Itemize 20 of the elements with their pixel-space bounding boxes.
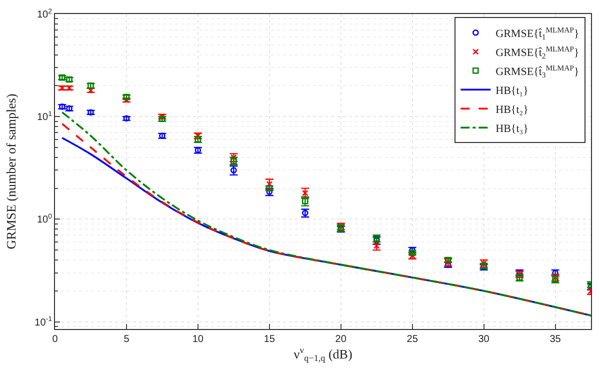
y-tick-label: 10$^{-1}$ <box>34 316 52 328</box>
y-tick-label: 10$^{1}$ <box>36 110 52 124</box>
x-tick-label: 35 <box>550 334 562 345</box>
x-tick-label: 30 <box>478 334 490 345</box>
legend-label: HB{t₃} <box>496 122 528 135</box>
x-tick-label: 10 <box>192 334 204 345</box>
legend-label: GRMSE{t̂$_{2}$$^{MLMAP}$} <box>496 44 580 60</box>
x-tick-label: 20 <box>335 334 347 345</box>
y-axis-title: GRMSE (number of samples) <box>4 94 19 250</box>
x-tick-label: 0 <box>52 334 58 345</box>
x-tick-label: 15 <box>264 334 276 345</box>
x-axis-title: ν$^{v}$$_{q−1,q}$ (dB) <box>294 345 352 364</box>
legend-label: GRMSE{t̂$_{3}$$^{MLMAP}$} <box>496 63 580 80</box>
x-tick-label: 25 <box>406 334 418 345</box>
y-tick-label: 10$^{0}$ <box>36 213 52 226</box>
y-tick-label: 10$^{2}$ <box>36 8 52 20</box>
legend-label: GRMSE{t̂$_{1}$$^{MLMAP}$} <box>496 25 580 42</box>
legend-label: HB{t₁} <box>496 84 528 97</box>
legend-label: HB{t₂} <box>496 104 528 116</box>
x-tick-label: 5 <box>124 334 130 345</box>
